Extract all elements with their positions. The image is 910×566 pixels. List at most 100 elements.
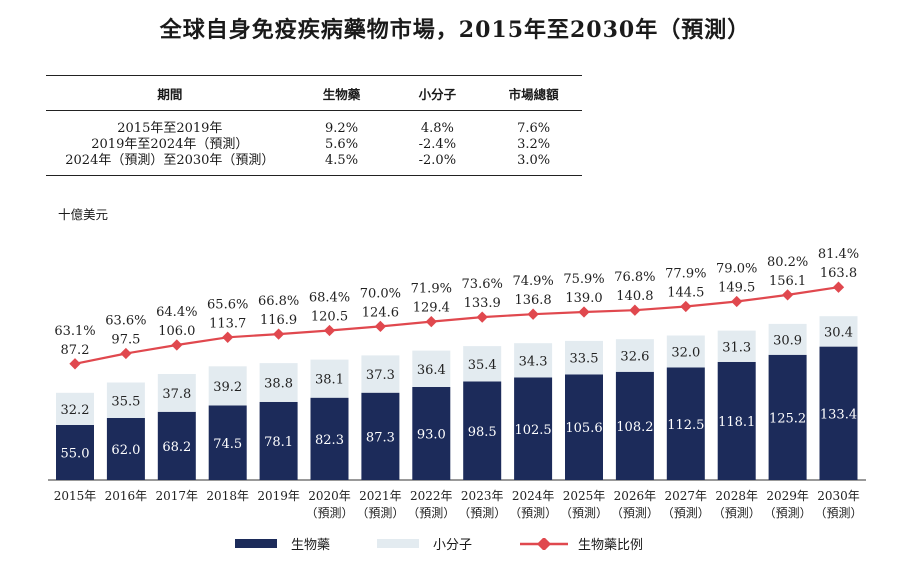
legend-item-bio: 生物藥 [235, 534, 330, 553]
bar-bio [412, 387, 451, 480]
x-tick-label: 2018年 [206, 489, 249, 503]
bar-small [463, 346, 502, 382]
bar-bio-label: 87.3 [366, 430, 395, 445]
x-tick-sublabel: （預測） [305, 506, 353, 520]
cagr-row: 2024年（預測）至2030年（預測） 4.5% -2.0% 3.0% [46, 153, 582, 176]
total-label: 113.7 [209, 316, 246, 331]
bar-bio-label: 105.6 [565, 421, 602, 436]
legend-swatch-ratio [520, 537, 568, 550]
bar-bio [768, 354, 807, 480]
bar-small [106, 382, 145, 418]
x-tick-label: 2028年 [715, 489, 758, 503]
bar-small [514, 343, 553, 378]
cagr-small: -2.4% [418, 137, 457, 152]
bar-small-label: 33.5 [570, 352, 599, 367]
x-tick-label: 2024年 [512, 489, 555, 503]
bar-bio-label: 133.4 [820, 407, 857, 422]
header-bio: 生物藥 [293, 75, 390, 111]
ratio-marker [272, 328, 285, 340]
bar-bio [361, 392, 400, 480]
ratio-marker [323, 324, 336, 337]
bar-small [666, 335, 705, 368]
bar-small [717, 330, 756, 362]
bar-bio-label: 78.1 [264, 435, 293, 450]
bar-small [208, 366, 247, 406]
bar-bio [514, 377, 553, 480]
total-label: 120.5 [311, 310, 348, 325]
x-tick-label: 2017年 [156, 489, 199, 503]
legend-item-ratio: 生物藥比例 [520, 534, 643, 553]
bar-small-label: 36.4 [417, 363, 446, 378]
ratio-marker [374, 320, 387, 333]
cagr-period: 2024年（預測）至2030年（預測） [46, 153, 294, 176]
bar-bio-label: 93.0 [417, 428, 446, 443]
bar-small-label: 37.8 [162, 387, 191, 402]
x-tick-label: 2015年 [54, 489, 97, 503]
legend: 生物藥 小分子 生物藥比例 [0, 530, 910, 554]
cagr-bio: 5.6% [325, 137, 359, 152]
bar-small [361, 355, 400, 393]
x-tick-sublabel: （預測） [407, 506, 455, 520]
x-tick-sublabel: （預測） [611, 506, 659, 520]
bar-bio [310, 397, 349, 480]
x-tick-label: 2023年 [461, 489, 504, 503]
bar-bio [106, 418, 145, 480]
ratio-label: 81.4% [818, 247, 859, 262]
total-label: 163.8 [820, 266, 857, 281]
bar-small-label: 37.3 [366, 368, 395, 383]
x-tick-label: 2022年 [410, 489, 453, 503]
ratio-marker [425, 315, 437, 328]
total-label: 136.8 [514, 293, 551, 308]
ratio-marker [629, 304, 641, 316]
x-tick-sublabel: （預測） [713, 506, 761, 520]
bar-small [412, 350, 451, 387]
ratio-label: 76.8% [614, 270, 655, 285]
bar-small-label: 38.1 [315, 373, 344, 388]
ratio-label: 64.4% [156, 305, 197, 320]
y-unit-label: 十億美元 [58, 207, 109, 222]
cagr-small: -2.0% [389, 153, 486, 176]
total-label: 140.8 [616, 289, 653, 304]
bar-small-label: 34.3 [519, 354, 548, 369]
ratio-marker [781, 289, 794, 301]
bar-small [56, 392, 94, 425]
bar-bio [157, 411, 196, 480]
legend-item-small: 小分子 [377, 534, 472, 553]
header-total: 市場總額 [485, 75, 582, 111]
legend-swatch-bio [235, 539, 277, 548]
bar-small-label: 31.3 [722, 340, 751, 355]
ratio-line [74, 286, 839, 365]
bar-small [310, 359, 349, 398]
bar-small-label: 32.0 [671, 346, 700, 361]
ratio-label: 63.6% [105, 314, 146, 329]
ratio-label: 70.0% [360, 286, 401, 301]
x-tick-sublabel: （預測） [764, 506, 812, 520]
bar-bio-label: 108.2 [616, 420, 653, 435]
bar-small [768, 323, 807, 355]
bar-small-label: 35.5 [111, 394, 140, 409]
legend-label-small: 小分子 [433, 538, 473, 553]
ratio-label: 65.6% [207, 297, 248, 312]
total-label: 156.1 [769, 274, 806, 289]
bar-bio-label: 55.0 [61, 447, 90, 462]
x-tick-label: 2016年 [105, 489, 148, 503]
bar-bio [615, 371, 654, 480]
x-tick-sublabel: （預測） [509, 506, 557, 520]
total-label: 149.5 [718, 281, 755, 296]
bar-bio-label: 98.5 [468, 425, 497, 440]
header-small: 小分子 [389, 75, 486, 111]
total-label: 124.6 [362, 305, 399, 320]
x-tick-label: 2026年 [614, 489, 657, 503]
ratio-label: 75.9% [563, 272, 604, 287]
total-label: 144.5 [667, 286, 704, 301]
bar-bio [717, 361, 756, 480]
bar-bio [463, 381, 502, 480]
bar-bio-label: 74.5 [213, 437, 242, 452]
x-tick-label: 2027年 [665, 489, 708, 503]
ratio-marker [171, 339, 183, 351]
ratio-label: 71.9% [411, 282, 452, 297]
x-tick-sublabel: （預測） [458, 506, 506, 520]
bar-small-label: 35.4 [468, 358, 497, 373]
bar-small-label: 30.4 [824, 325, 853, 340]
cagr-total: 3.2% [517, 137, 551, 152]
